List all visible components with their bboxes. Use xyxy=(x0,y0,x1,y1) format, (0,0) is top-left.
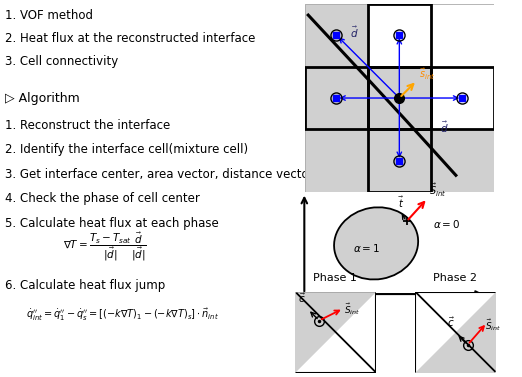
Bar xyxy=(305,67,368,129)
Bar xyxy=(368,67,431,129)
Text: 1. VOF method: 1. VOF method xyxy=(5,9,93,22)
Text: Phase 2: Phase 2 xyxy=(433,273,478,283)
Bar xyxy=(431,129,494,192)
Bar xyxy=(305,4,368,67)
Text: ▷ Algorithm: ▷ Algorithm xyxy=(5,92,80,105)
Polygon shape xyxy=(295,292,376,373)
Text: $\vec{S}_{int}$: $\vec{S}_{int}$ xyxy=(345,301,361,317)
Text: $\alpha = 1$: $\alpha = 1$ xyxy=(353,242,380,254)
Text: 3. Cell connectivity: 3. Cell connectivity xyxy=(5,55,118,67)
Bar xyxy=(368,67,431,129)
Text: 5. Calculate heat flux at each phase: 5. Calculate heat flux at each phase xyxy=(5,217,219,230)
Text: $\alpha = 0$: $\alpha = 0$ xyxy=(433,218,460,230)
Bar xyxy=(305,4,368,67)
Polygon shape xyxy=(415,292,496,373)
Bar xyxy=(368,129,431,192)
Bar xyxy=(368,129,431,192)
Bar xyxy=(305,129,368,192)
Text: $\dot{q}_{int}^{\prime\prime}=\dot{q}_1^{\prime\prime}-\dot{q}_s^{\prime\prime}=: $\dot{q}_{int}^{\prime\prime}=\dot{q}_1^… xyxy=(26,307,219,323)
Text: 1. Reconstruct the interface: 1. Reconstruct the interface xyxy=(5,119,171,132)
Bar xyxy=(368,4,431,67)
Text: Phase 1: Phase 1 xyxy=(313,273,358,283)
Bar xyxy=(305,67,368,129)
Bar xyxy=(431,67,494,129)
Bar xyxy=(368,129,431,192)
Bar xyxy=(431,4,494,67)
Text: 3. Get interface center, area vector, distance vectors: 3. Get interface center, area vector, di… xyxy=(5,168,320,181)
Text: $\vec{S}_{int}$: $\vec{S}_{int}$ xyxy=(485,318,501,333)
Bar xyxy=(305,67,368,129)
Text: 6. Calculate heat flux jump: 6. Calculate heat flux jump xyxy=(5,279,165,292)
Text: 2. Identify the interface cell(mixture cell): 2. Identify the interface cell(mixture c… xyxy=(5,143,248,156)
Text: $\vec{c}$: $\vec{c}$ xyxy=(298,292,306,305)
Text: $\vec{d}$: $\vec{d}$ xyxy=(350,25,359,40)
Bar xyxy=(431,67,494,129)
Text: 4. Check the phase of cell center: 4. Check the phase of cell center xyxy=(5,192,200,205)
Text: $\vec{d}$: $\vec{d}$ xyxy=(440,119,449,135)
Bar xyxy=(431,129,494,192)
Bar xyxy=(305,129,368,192)
Bar xyxy=(368,67,431,129)
Text: $\vec{S}_{int}$: $\vec{S}_{int}$ xyxy=(429,182,446,199)
Text: $\vec{c}$: $\vec{c}$ xyxy=(446,316,455,329)
Bar xyxy=(368,4,431,67)
Text: 2. Heat flux at the reconstructed interface: 2. Heat flux at the reconstructed interf… xyxy=(5,32,256,45)
Text: $\vec{s}_{int}$: $\vec{s}_{int}$ xyxy=(420,66,436,82)
Ellipse shape xyxy=(334,207,418,279)
Text: $\vec{t}$: $\vec{t}$ xyxy=(398,194,405,210)
Text: $\nabla T = \dfrac{T_s - T_{sat}}{|\vec{d}|}\dfrac{\vec{d}}{|\vec{d}|}$: $\nabla T = \dfrac{T_s - T_{sat}}{|\vec{… xyxy=(63,231,147,263)
